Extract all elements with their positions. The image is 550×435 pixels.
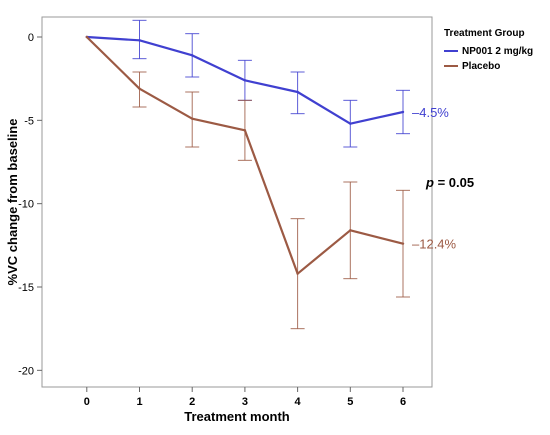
data-point-np001 [349,122,352,125]
x-tick-label: 0 [84,396,90,408]
data-point-np001 [191,54,194,57]
data-point-placebo [85,35,88,39]
x-tick-label: 3 [242,396,248,408]
data-point-placebo [243,129,247,132]
end-label-placebo: –12.4% [412,237,457,252]
x-tick-label: 4 [295,396,302,408]
legend: Treatment Group NP001 2 mg/kg Placebo [444,28,533,72]
y-tick-label: -20 [18,365,34,377]
x-tick-label: 5 [347,396,353,408]
data-point-placebo [296,272,299,275]
p-symbol: p [425,175,434,190]
p-value-annotation: p = 0.05 [425,175,474,190]
legend-title: Treatment Group [444,28,525,39]
y-tick-label: -15 [18,282,34,294]
data-point-placebo [349,229,352,232]
x-axis-ticks: 0 1 2 3 4 5 6 [84,387,406,408]
y-tick-label: -10 [18,199,34,211]
p-value-text: = 0.05 [434,175,474,190]
plot-frame [41,16,433,388]
data-point-np001 [243,79,247,82]
legend-label-placebo: Placebo [462,61,500,72]
series-placebo: –12.4% [85,35,457,330]
end-label-np001: –4.5% [412,105,449,120]
x-tick-label: 6 [400,396,406,408]
x-tick-label: 1 [136,396,142,408]
legend-label-np001: NP001 2 mg/kg [462,46,533,57]
data-point-placebo [191,117,194,120]
data-point-np001 [138,39,141,42]
data-point-placebo [138,87,141,90]
data-point-placebo [401,242,405,245]
series-np001: –4.5% [85,19,449,148]
data-point-np001 [401,110,405,114]
x-tick-label: 2 [189,396,195,408]
y-axis-ticks: 0 -5 -10 -15 -20 [18,32,42,377]
x-axis-title: Treatment month [184,409,290,424]
data-point-np001 [296,90,299,94]
y-tick-label: -5 [24,115,34,127]
y-tick-label: 0 [28,32,34,44]
y-axis-title: %VC change from baseline [5,119,20,286]
series-layer: –4.5% –12.4% [85,19,457,330]
